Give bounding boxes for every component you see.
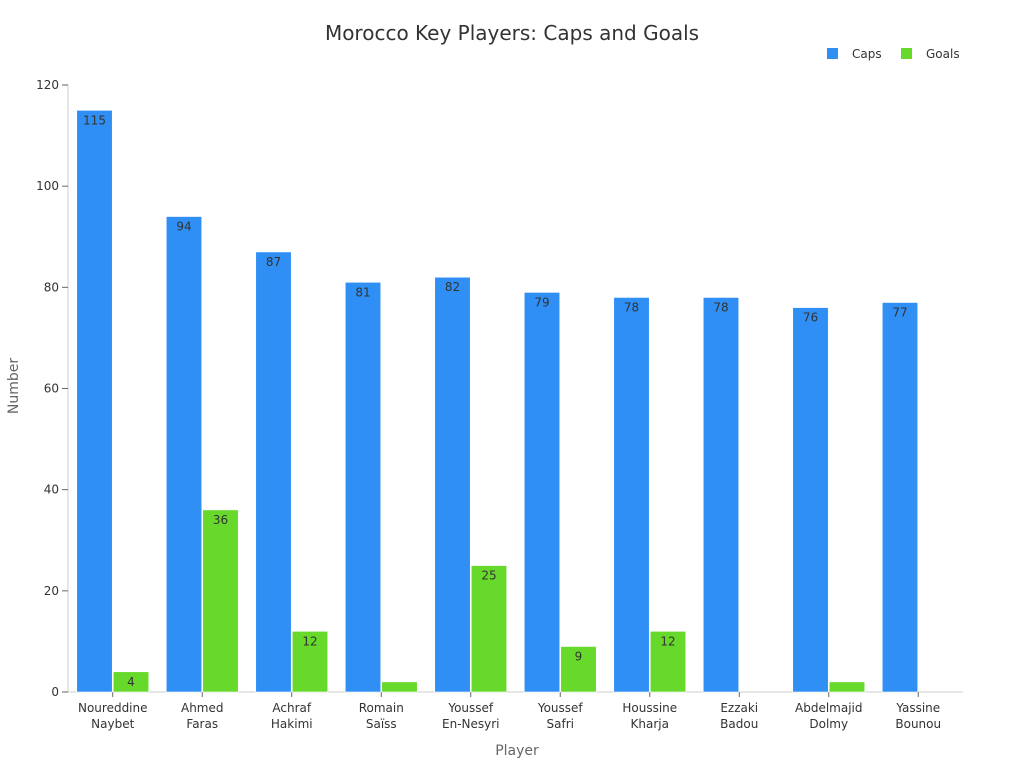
bar-caps [702, 297, 740, 693]
data-label-goals: 25 [481, 569, 496, 583]
bar-goals [649, 630, 687, 693]
bar-goals [470, 565, 508, 693]
legend-label-goals: Goals [926, 47, 960, 61]
y-axis-title: Number [6, 358, 22, 414]
data-label-caps: 76 [803, 311, 818, 325]
bar-caps [434, 276, 471, 693]
bar-caps [344, 281, 382, 693]
data-label-caps: 94 [176, 220, 191, 234]
legend-swatch-caps [827, 48, 838, 59]
x-tick-label: Houssine Kharja [622, 701, 677, 731]
bar-caps [76, 109, 113, 693]
data-labels: 115 4 94 36 87 12 81 82 25 79 9 78 12 78 76 77 [83, 113, 908, 688]
bar-caps [792, 307, 829, 693]
data-label-goals: 9 [575, 649, 583, 663]
bar-goals [202, 509, 239, 693]
y-tick-label: 40 [44, 483, 59, 497]
data-label-caps: 78 [624, 300, 639, 314]
bar-goals [291, 630, 329, 693]
bar-caps [165, 216, 203, 693]
y-tick-label: 60 [44, 382, 59, 396]
y-axis: 0 20 40 60 80 100 120 [36, 78, 69, 699]
data-label-goals: 12 [660, 634, 675, 648]
x-axis-title: Player [495, 743, 539, 759]
data-label-caps: 115 [83, 113, 106, 127]
bar-caps [613, 297, 650, 693]
x-tick-label: Abdelmajid Dolmy [795, 701, 863, 731]
x-tick-label: Youssef En-Nesyri [442, 701, 500, 731]
y-tick-label: 120 [36, 78, 59, 92]
bar-caps [881, 302, 919, 693]
x-tick-label: Ezzaki Badou [720, 701, 758, 731]
chart-title: Morocco Key Players: Caps and Goals [325, 21, 699, 45]
data-label-goals: 36 [213, 513, 228, 527]
x-axis: Noureddine Naybet Ahmed Faras Achraf Hakimi Ro… [68, 691, 963, 731]
bar-goals [560, 646, 597, 693]
y-tick-label: 100 [36, 179, 59, 193]
x-tick-label: Romain Saïss [359, 701, 404, 731]
bar-caps [523, 292, 561, 693]
data-label-caps: 77 [892, 306, 907, 320]
bar-goals [381, 681, 418, 693]
data-label-goals: 4 [127, 675, 135, 689]
data-label-goals: 12 [302, 634, 317, 648]
legend-swatch-goals [901, 48, 912, 59]
data-label-caps: 78 [713, 300, 728, 314]
x-tick-label: Yassine Bounou [895, 701, 941, 731]
x-tick-label: Noureddine Naybet [78, 701, 148, 731]
x-tick-label: Youssef Safri [537, 701, 584, 731]
data-label-caps: 87 [266, 255, 281, 269]
legend-label-caps: Caps [852, 47, 882, 61]
x-tick-label: Ahmed Faras [181, 701, 224, 731]
y-tick-label: 20 [44, 584, 59, 598]
x-tick-label: Achraf Hakimi [271, 701, 313, 731]
bar-goals [828, 681, 866, 693]
data-label-caps: 81 [355, 285, 370, 299]
data-label-caps: 82 [445, 280, 460, 294]
bars [76, 109, 919, 693]
data-label-caps: 79 [534, 295, 549, 309]
legend: Caps Goals [827, 47, 960, 61]
y-tick-label: 0 [51, 685, 59, 699]
bar-caps [255, 251, 292, 693]
bar-goals [112, 671, 150, 693]
y-tick-label: 80 [44, 280, 59, 294]
